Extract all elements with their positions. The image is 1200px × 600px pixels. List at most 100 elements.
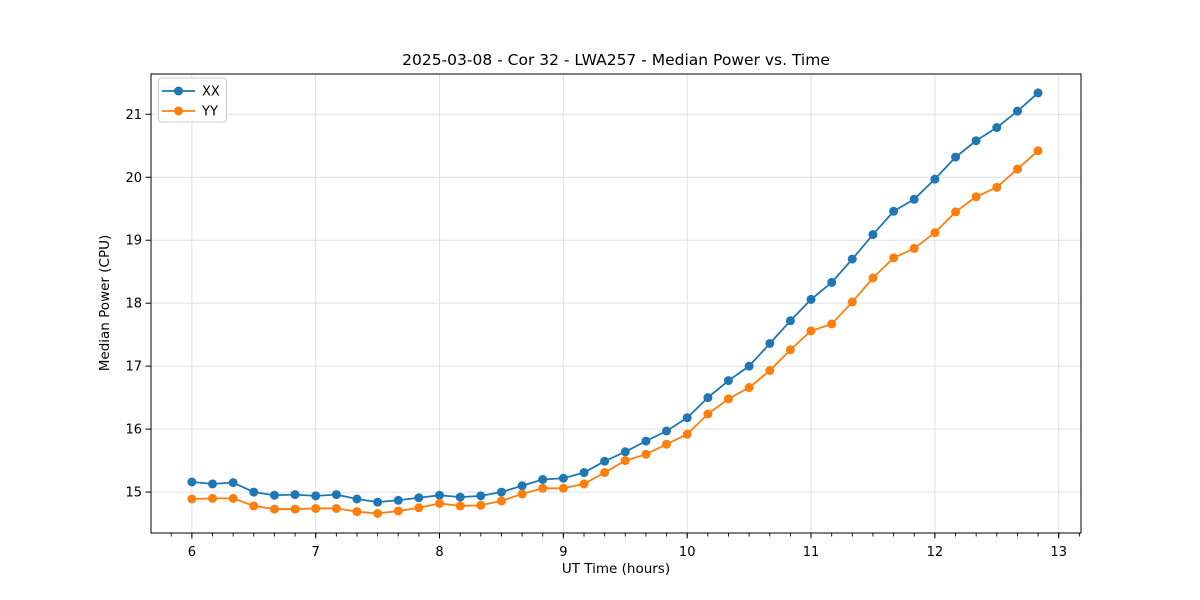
data-point <box>662 426 672 436</box>
data-point <box>228 493 238 503</box>
data-point <box>517 489 527 499</box>
data-point <box>785 345 795 355</box>
x-tick-label: 7 <box>312 545 320 560</box>
data-point <box>538 483 548 493</box>
data-point <box>951 207 961 217</box>
data-point <box>847 254 857 264</box>
data-point <box>744 361 754 371</box>
data-point <box>620 456 630 466</box>
data-point <box>723 376 733 386</box>
data-point <box>476 491 486 501</box>
data-point <box>992 182 1002 192</box>
data-point <box>435 490 445 500</box>
grid-layer <box>151 74 1081 533</box>
x-tick-label: 11 <box>803 545 820 560</box>
data-point <box>414 503 424 513</box>
data-point <box>290 490 300 500</box>
data-point <box>971 136 981 146</box>
x-axis-label: UT Time (hours) <box>562 561 670 577</box>
legend-item-xx: XX <box>162 85 220 100</box>
legend-marker-xx <box>174 86 183 96</box>
data-point <box>558 473 568 483</box>
data-point <box>785 316 795 326</box>
data-point <box>889 253 899 263</box>
series-layer <box>187 88 1043 518</box>
data-point <box>1033 88 1043 98</box>
x-tick-label: 12 <box>927 545 944 560</box>
data-point <box>373 508 383 518</box>
data-point <box>1012 164 1022 174</box>
y-tick-label: 18 <box>125 297 142 312</box>
data-point <box>827 319 837 329</box>
data-point <box>249 487 259 497</box>
data-point <box>806 326 816 336</box>
data-point <box>641 449 651 459</box>
data-point <box>827 277 837 287</box>
data-point <box>208 493 218 503</box>
data-point <box>951 152 961 162</box>
data-point <box>806 294 816 304</box>
data-point <box>992 123 1002 133</box>
data-point <box>909 243 919 253</box>
data-point <box>765 366 775 376</box>
data-point <box>352 507 362 517</box>
data-point <box>393 495 403 505</box>
y-tick-label: 15 <box>125 486 142 501</box>
data-point <box>703 409 713 419</box>
legend-item-yy: YY <box>162 105 218 120</box>
data-point <box>868 273 878 283</box>
series-line-yy <box>191 150 1039 515</box>
data-point <box>868 230 878 240</box>
data-point <box>311 491 321 501</box>
legend-label-xx: XX <box>202 85 220 100</box>
data-point <box>930 174 940 184</box>
data-point <box>971 192 981 202</box>
data-point <box>723 394 733 404</box>
x-tick-label: 8 <box>435 545 443 560</box>
data-point <box>682 429 692 439</box>
data-point <box>579 468 589 478</box>
y-tick-label: 17 <box>125 360 142 375</box>
data-point <box>909 194 919 204</box>
data-point <box>414 493 424 503</box>
tick-layer: 6 7 8 9 10 11 12 13 15 16 17 18 19 20 21 <box>125 108 1080 560</box>
data-point <box>579 479 589 489</box>
y-tick-label: 21 <box>125 108 142 123</box>
x-tick-label: 6 <box>188 545 196 560</box>
data-point <box>682 413 692 423</box>
data-point <box>620 447 630 457</box>
data-point <box>600 468 610 478</box>
data-point <box>538 474 548 484</box>
data-point <box>393 506 403 516</box>
data-point <box>331 490 341 500</box>
chart-title: 2025-03-08 - Cor 32 - LWA257 - Median Po… <box>402 51 830 69</box>
data-point <box>455 492 465 502</box>
series-line-xx <box>191 92 1039 504</box>
y-axis-label: Median Power (CPU) <box>97 235 113 371</box>
data-point <box>455 501 465 511</box>
data-point <box>662 439 672 449</box>
data-point <box>703 393 713 403</box>
legend-marker-yy <box>174 106 183 116</box>
data-point <box>228 478 238 488</box>
data-point <box>744 383 754 393</box>
x-tick-label: 9 <box>559 545 567 560</box>
data-point <box>249 501 259 511</box>
data-point <box>847 297 857 307</box>
y-tick-label: 16 <box>125 423 142 438</box>
data-point <box>311 503 321 513</box>
data-point <box>476 500 486 510</box>
legend: XX YY <box>158 77 227 123</box>
data-point <box>496 487 506 497</box>
series-xx <box>187 88 1043 507</box>
data-point <box>352 494 362 504</box>
data-point <box>269 490 279 500</box>
data-point <box>496 496 506 506</box>
data-point <box>600 456 610 466</box>
y-tick-label: 19 <box>125 234 142 249</box>
data-point <box>331 503 341 513</box>
data-point <box>435 498 445 508</box>
data-point <box>765 338 775 348</box>
